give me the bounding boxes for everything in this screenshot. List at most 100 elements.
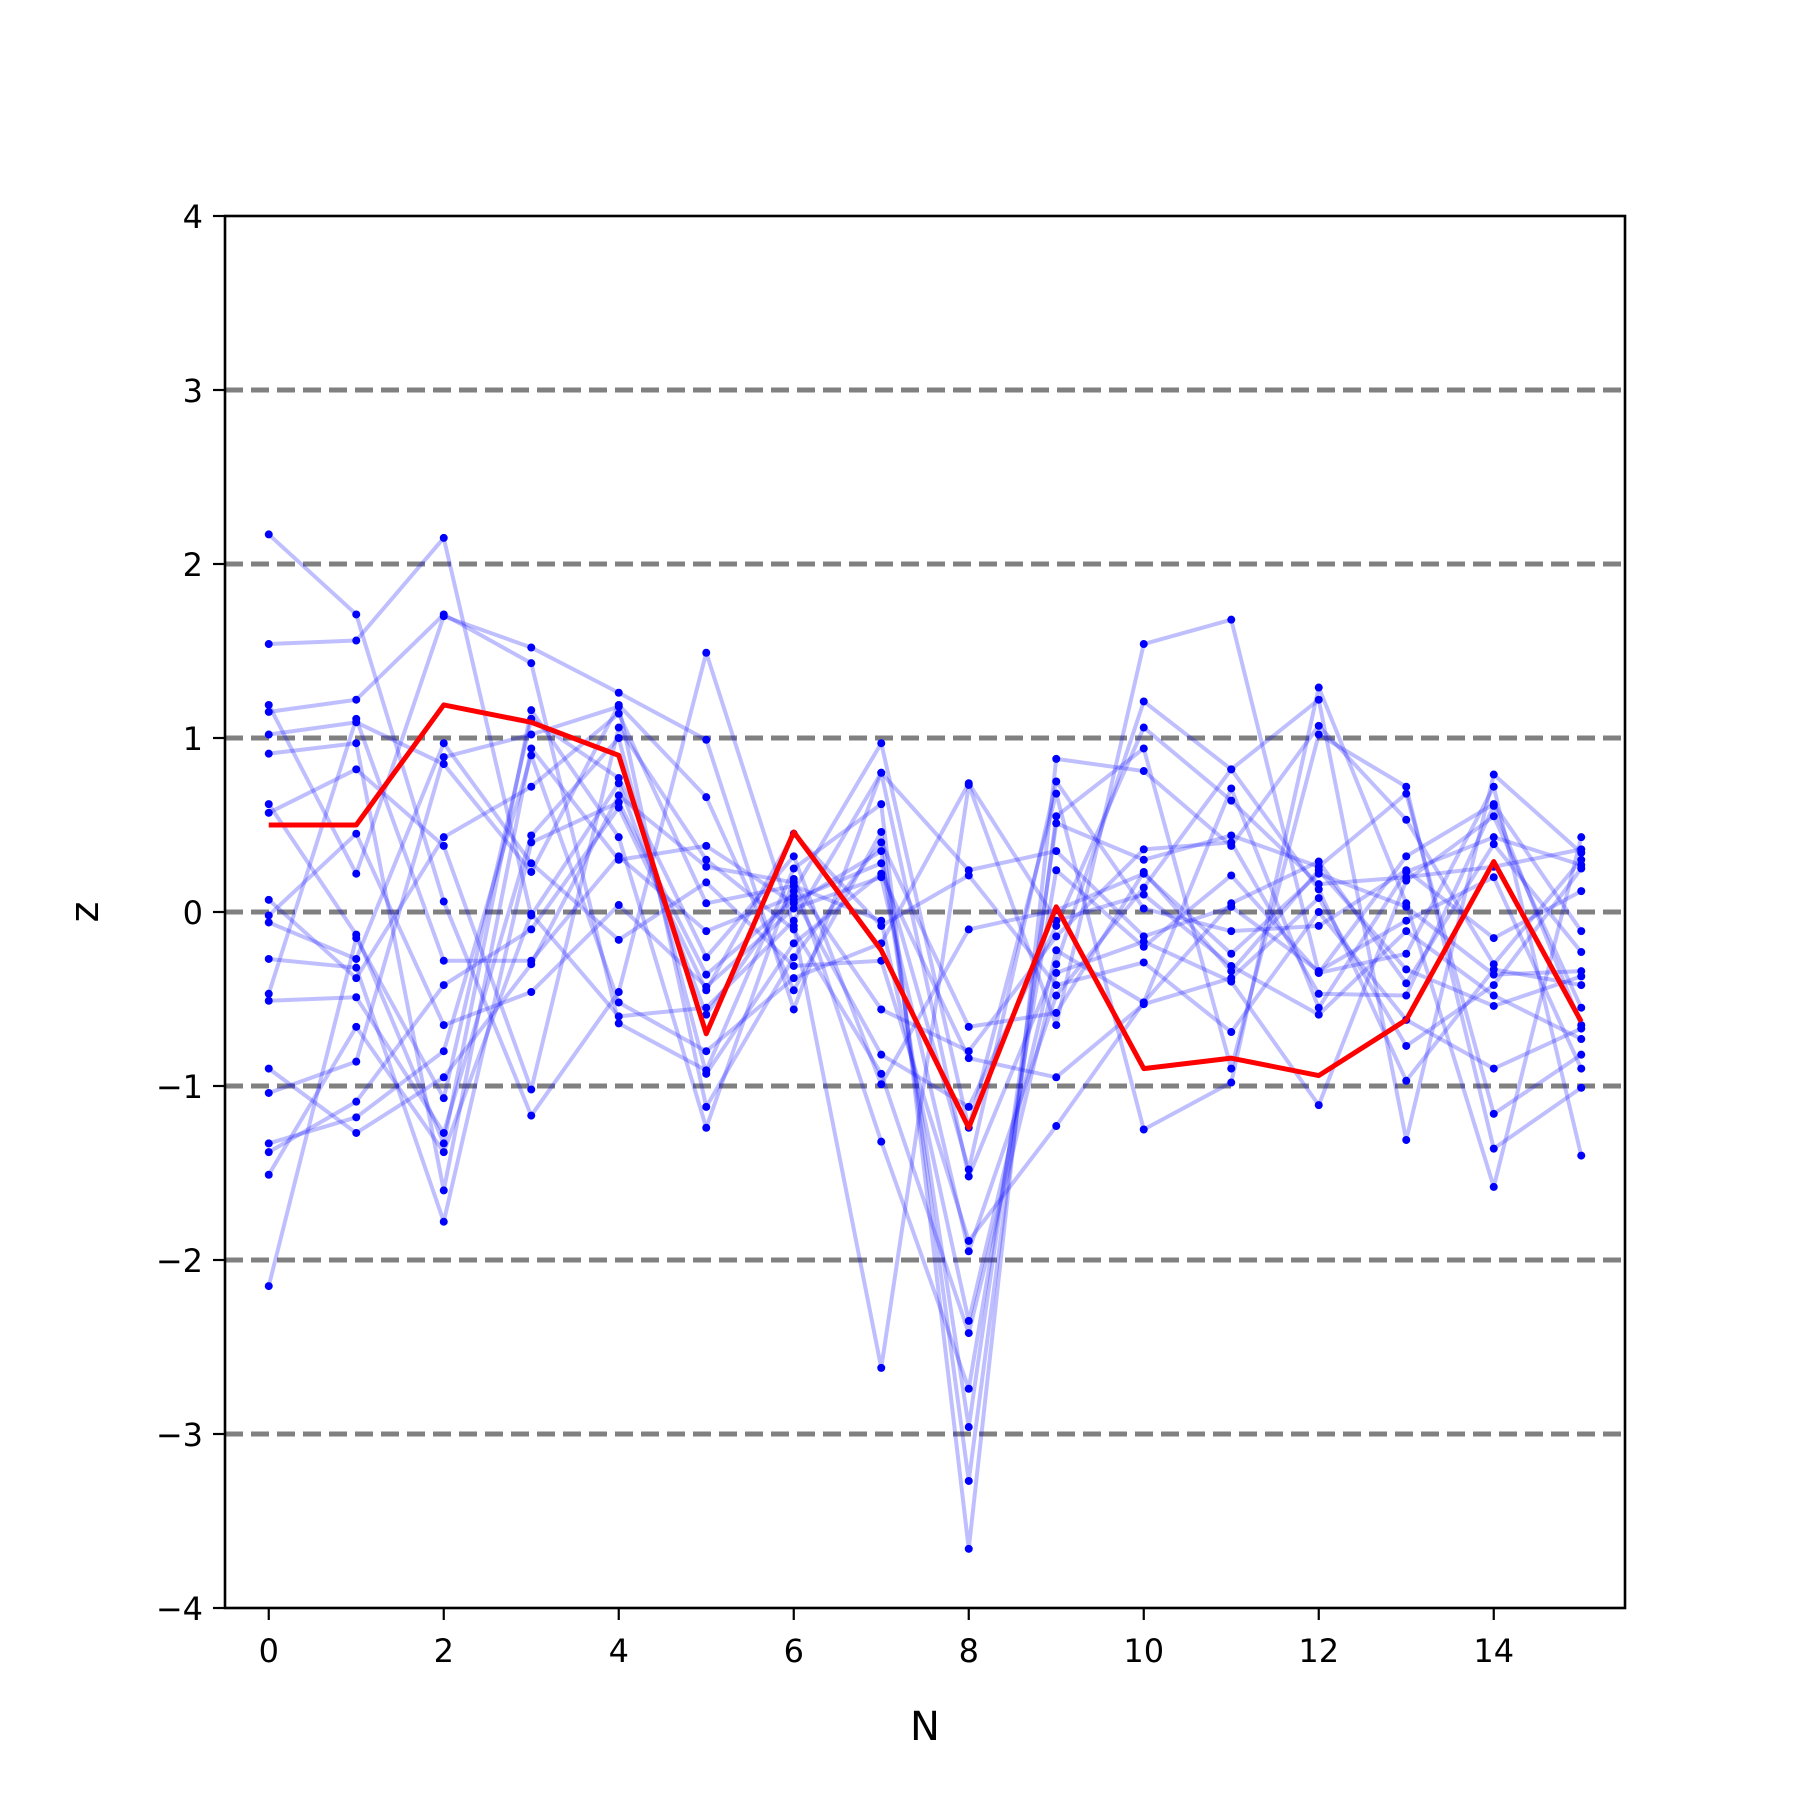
series-point-1-7 [877,739,886,748]
series-point-2-9 [1052,960,1061,969]
series-point-5-7 [877,847,886,856]
series-point-18-3 [527,909,536,918]
series-point-0-0 [264,530,273,539]
y-tick-label-4: 0 [183,894,203,932]
series-point-0-5 [702,648,711,657]
series-point-8-11 [1227,784,1236,793]
series-point-19-7 [877,1080,886,1089]
series-line-7 [267,725,1584,1336]
series-point-1-14 [1489,1182,1498,1191]
series-point-14-14 [1489,801,1498,810]
y-axis: −4 −3 −2 −1 0 1 2 3 4 [156,198,225,1628]
series-point-13-8 [964,1054,973,1063]
series-point-16-14 [1489,991,1498,1000]
series-point-13-1 [352,993,361,1002]
series-point-12-13 [1402,873,1411,882]
series-point-6-2 [439,1139,448,1148]
series-9 [264,765,1586,1256]
series-point-11-3 [527,838,536,847]
series-line-11 [268,779,1583,1224]
series-point-18-4 [614,1012,623,1021]
series-point-8-1 [352,974,361,983]
series-point-10-9 [1052,1122,1061,1131]
series-point-7-1 [352,765,361,774]
series-point-16-4 [614,998,623,1007]
series-point-8-5 [702,899,711,908]
series-point-15-0 [264,1088,273,1097]
series-point-7-4 [614,723,623,732]
series-point-3-10 [1139,767,1148,776]
x-tick-label-10: 10 [1123,1632,1164,1670]
series-point-19-0 [264,1282,273,1291]
series-point-16-3 [527,751,536,760]
x-axis: 0 2 4 6 8 10 12 14 [259,1608,1514,1670]
series-14 [264,791,1586,1137]
series-point-18-7 [877,768,886,777]
series-point-15-7 [877,838,886,847]
highlight-series [268,702,1584,1131]
series-line-17 [267,805,1583,1154]
series-4 [264,700,1586,1485]
series-point-18-10 [1139,932,1148,941]
y-tick-label-5: 1 [183,720,203,758]
series-point-16-1 [352,1113,361,1122]
series-point-14-6 [789,878,798,887]
series-point-13-4 [614,734,623,742]
series-point-18-11 [1227,902,1236,911]
series-line-2 [266,614,1583,1179]
x-tick-label-8: 8 [959,1632,979,1670]
series-point-15-8 [964,1022,973,1031]
series-point-14-12 [1314,989,1323,998]
series-point-2-13 [1402,1135,1411,1144]
series-point-16-8 [964,779,973,788]
y-tick-label-2: −2 [156,1242,203,1280]
series-point-11-11 [1227,927,1236,936]
series-line-18 [267,770,1584,1176]
series-point-13-0 [264,996,273,1005]
series-point-0-1 [352,610,361,619]
series-point-10-15 [1577,948,1586,957]
series-point-3-9 [1052,754,1061,763]
series-line-1 [268,535,1584,1189]
series-point-14-10 [1139,845,1148,854]
x-tick-label-14: 14 [1473,1632,1514,1670]
series-point-5-11 [1227,831,1236,840]
series-point-8-0 [264,895,273,904]
series-point-3-12 [1314,721,1323,730]
series-point-2-8 [964,1172,973,1181]
series-point-3-13 [1402,815,1411,824]
series-point-2-0 [264,700,273,709]
series-line-14 [267,793,1584,1135]
x-tick-label-6: 6 [784,1632,804,1670]
series-point-10-0 [264,918,273,927]
series-point-11-0 [264,954,273,963]
series-point-16-5 [702,1047,711,1056]
series-point-13-13 [1402,1041,1411,1050]
series-point-0-15 [1577,1151,1586,1160]
series-point-9-11 [1227,765,1236,774]
series-line-16 [268,753,1583,1146]
series-point-8-14 [1489,833,1498,842]
series-point-8-3 [527,782,536,791]
series-point-4-3 [527,867,536,876]
series-point-13-14 [1489,981,1498,990]
series-point-8-2 [439,833,448,842]
series-point-16-10 [1139,890,1148,899]
series-point-1-5 [702,1010,711,1019]
series-3 [264,610,1586,1553]
series-10 [264,739,1586,1245]
series-point-2-10 [1139,697,1148,706]
series-line-15 [268,704,1582,1109]
series-point-12-5 [702,927,711,936]
series-point-10-13 [1402,979,1411,988]
series-point-17-15 [1577,1024,1586,1033]
series-point-19-1 [352,934,361,943]
series-point-19-15 [1577,967,1586,976]
series-point-6-4 [614,833,623,842]
series-point-0-14 [1489,782,1498,791]
series-point-10-5 [702,878,711,887]
series-point-6-9 [1052,866,1061,875]
series-point-10-3 [527,859,536,868]
series-point-19-2 [439,1094,448,1103]
series-point-9-3 [527,988,536,997]
